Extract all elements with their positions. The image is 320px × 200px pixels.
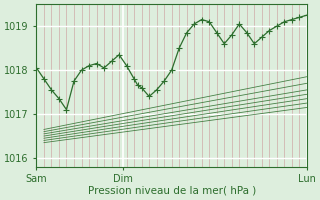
- X-axis label: Pression niveau de la mer( hPa ): Pression niveau de la mer( hPa ): [88, 186, 256, 196]
